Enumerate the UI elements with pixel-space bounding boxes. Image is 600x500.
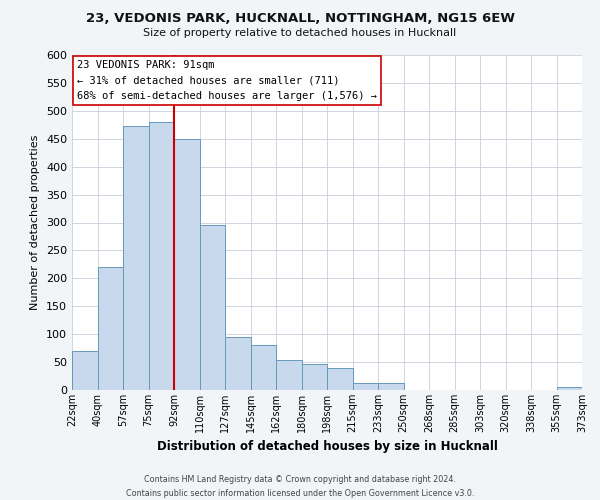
Y-axis label: Number of detached properties: Number of detached properties bbox=[31, 135, 40, 310]
Bar bbox=[97, 267, 123, 390]
Bar bbox=[225, 337, 251, 390]
Bar bbox=[123, 126, 149, 390]
X-axis label: Distribution of detached houses by size in Hucknall: Distribution of detached houses by size … bbox=[157, 440, 497, 454]
Text: Size of property relative to detached houses in Hucknall: Size of property relative to detached ho… bbox=[143, 28, 457, 38]
Bar bbox=[302, 364, 327, 390]
Bar bbox=[72, 351, 97, 390]
Text: Contains HM Land Registry data © Crown copyright and database right 2024.
Contai: Contains HM Land Registry data © Crown c… bbox=[126, 476, 474, 498]
Bar bbox=[174, 138, 199, 390]
Bar bbox=[149, 122, 174, 390]
Bar bbox=[557, 387, 582, 390]
Bar bbox=[251, 346, 276, 390]
Bar bbox=[199, 226, 225, 390]
Bar bbox=[327, 368, 353, 390]
Bar bbox=[378, 384, 404, 390]
Bar bbox=[276, 360, 302, 390]
Bar bbox=[353, 384, 378, 390]
Text: 23 VEDONIS PARK: 91sqm
← 31% of detached houses are smaller (711)
68% of semi-de: 23 VEDONIS PARK: 91sqm ← 31% of detached… bbox=[77, 60, 377, 101]
Text: 23, VEDONIS PARK, HUCKNALL, NOTTINGHAM, NG15 6EW: 23, VEDONIS PARK, HUCKNALL, NOTTINGHAM, … bbox=[86, 12, 515, 26]
